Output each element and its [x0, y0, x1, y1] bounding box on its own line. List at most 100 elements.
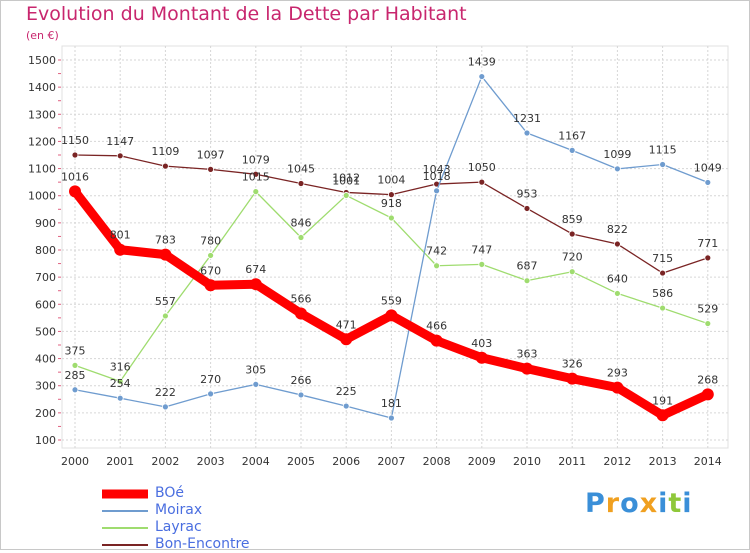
data-label: 687: [517, 260, 538, 273]
data-label: 720: [562, 251, 583, 264]
legend-item-bon-encontre[interactable]: Bon-Encontre: [100, 536, 400, 553]
data-label: 1012: [332, 171, 360, 184]
data-label: 747: [471, 243, 492, 256]
data-label: 1167: [558, 129, 586, 142]
data-label: 471: [336, 318, 357, 331]
data-label: 375: [65, 344, 86, 357]
data-label: 715: [652, 252, 673, 265]
y-tick-label: 1000: [28, 190, 56, 203]
data-label: 1016: [61, 170, 89, 183]
data-point: [475, 351, 488, 364]
legend-item-boe[interactable]: BOé: [100, 485, 400, 502]
data-label: 305: [245, 363, 266, 376]
data-label: 1079: [242, 153, 270, 166]
data-point: [297, 234, 305, 241]
legend-label-bon-encontre: Bon-Encontre: [155, 536, 250, 552]
data-point: [161, 312, 169, 320]
data-label: 783: [155, 234, 176, 247]
legend-item-moirax[interactable]: Moirax: [100, 502, 400, 519]
legend-label-boe: BOé: [155, 485, 184, 501]
data-point: [566, 372, 579, 385]
data-label: 326: [562, 358, 583, 371]
data-label: 316: [110, 360, 131, 373]
data-point: [114, 243, 127, 256]
data-point: [568, 268, 576, 276]
logo-letter: r: [605, 488, 621, 519]
data-point: [704, 179, 712, 186]
data-point: [161, 403, 169, 411]
data-label: 771: [697, 237, 718, 250]
data-point: [207, 165, 215, 173]
y-tick-label: 1300: [28, 108, 56, 121]
y-tick-label: 1200: [28, 135, 56, 148]
y-tick-label: 1400: [28, 81, 56, 94]
data-point: [478, 260, 486, 268]
data-point: [614, 290, 621, 297]
data-label: 270: [200, 373, 221, 386]
logo-letter: o: [620, 488, 640, 519]
y-tick-label: 1100: [28, 163, 56, 176]
data-point: [704, 320, 712, 327]
data-point: [207, 252, 215, 259]
data-point: [207, 390, 215, 398]
data-point: [704, 254, 712, 262]
y-tick-label: 300: [35, 380, 56, 393]
x-tick-label: 2014: [694, 455, 722, 468]
data-point: [701, 388, 714, 401]
data-point: [71, 361, 79, 369]
data-point: [297, 180, 305, 187]
data-point: [478, 178, 486, 186]
data-label: 403: [471, 337, 492, 350]
data-point: [116, 152, 124, 160]
data-label: 1043: [423, 163, 451, 176]
data-label: 466: [426, 320, 447, 333]
data-point: [523, 205, 531, 212]
data-point: [521, 362, 533, 375]
legend-swatch-boe: [102, 489, 148, 499]
y-tick-label: 400: [35, 353, 56, 366]
legend-label-moirax: Moirax: [155, 502, 203, 518]
data-point: [69, 185, 81, 198]
data-point: [523, 129, 531, 137]
x-tick-label: 2008: [423, 455, 451, 468]
logo-letter: P: [585, 488, 606, 519]
data-point: [611, 381, 624, 394]
y-tick-label: 800: [35, 244, 56, 257]
data-label: 1109: [151, 145, 179, 158]
data-point: [342, 402, 350, 410]
chart-unit: (en €): [26, 29, 59, 42]
data-point: [161, 162, 169, 170]
data-label: 225: [336, 385, 357, 398]
data-label: 1439: [468, 56, 496, 69]
data-point: [568, 230, 576, 238]
y-tick-label: 700: [35, 271, 56, 284]
data-label: 674: [245, 263, 266, 276]
data-label: 529: [697, 303, 718, 316]
data-point: [340, 333, 353, 346]
data-point: [433, 187, 441, 195]
data-point: [568, 146, 576, 154]
legend-swatch-bon-encontre: [102, 544, 148, 546]
data-label: 670: [200, 264, 221, 277]
y-tick-label: 100: [35, 434, 56, 447]
data-point: [387, 191, 395, 199]
data-point: [249, 278, 262, 291]
data-point: [614, 240, 621, 248]
data-label: 953: [517, 187, 538, 200]
data-point: [297, 391, 305, 399]
data-label: 1001: [332, 174, 360, 187]
data-label: 1231: [513, 112, 541, 125]
legend: BOé Moirax Layrac Bon-Encontre: [100, 485, 400, 553]
data-point: [430, 334, 443, 347]
x-tick-label: 2013: [649, 455, 677, 468]
data-point: [656, 409, 669, 422]
data-label: 1045: [287, 163, 315, 176]
x-tick-label: 2011: [558, 455, 586, 468]
data-point: [385, 309, 398, 322]
data-point: [295, 307, 307, 320]
data-label: 846: [291, 217, 312, 230]
data-point: [252, 380, 260, 388]
legend-item-layrac[interactable]: Layrac: [100, 519, 400, 536]
data-label: 801: [110, 229, 131, 242]
x-tick-label: 2003: [197, 455, 225, 468]
